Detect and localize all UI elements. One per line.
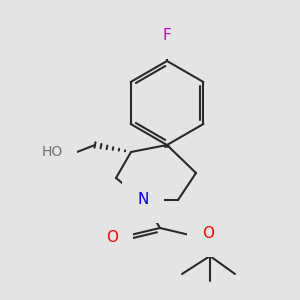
Text: O: O	[106, 230, 118, 244]
Text: N: N	[137, 193, 149, 208]
Text: F: F	[163, 28, 171, 44]
Polygon shape	[164, 145, 170, 147]
Text: HO: HO	[41, 145, 63, 159]
Text: O: O	[202, 226, 214, 242]
